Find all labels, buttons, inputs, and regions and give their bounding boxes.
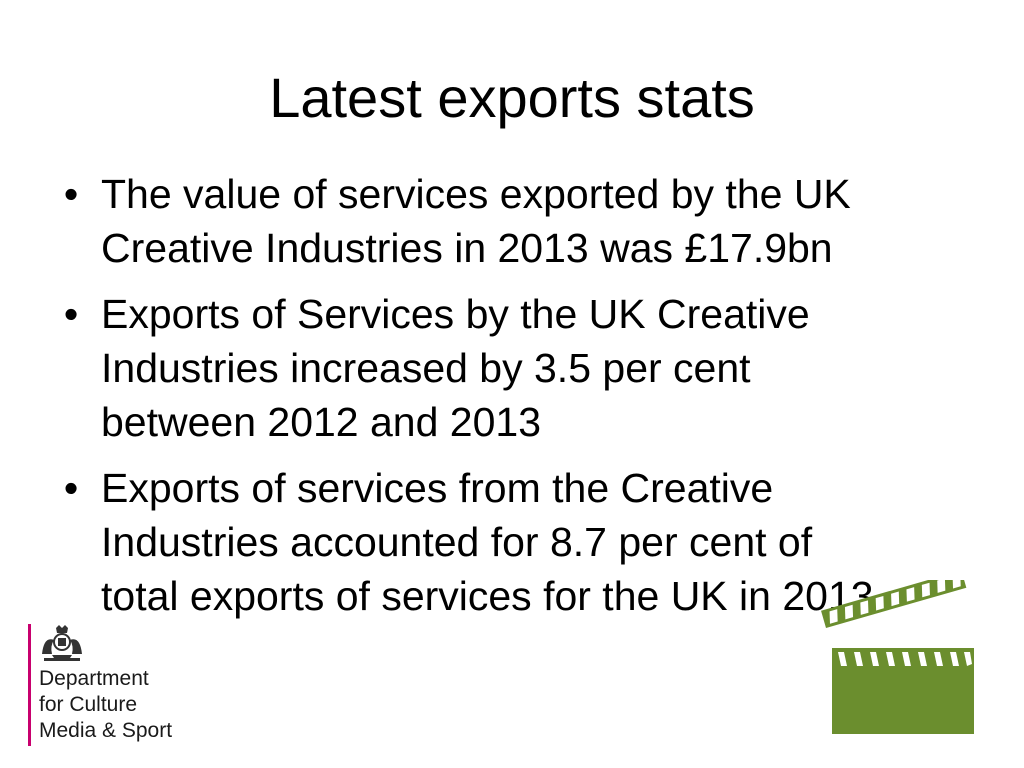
bullet-dot: • [63,465,79,511]
slide-title: Latest exports stats [269,66,755,129]
bullet-item: • Exports of services from the Creative … [56,461,986,623]
bullet-line: Industries accounted for 8.7 per cent of [101,519,813,565]
logo-line: Media & Sport [39,719,173,742]
bullet-list: • The value of services exported by the … [56,167,986,635]
bullet-line: Exports of services from the Creative [101,465,774,511]
dcms-logo: Department for Culture Media & Sport [28,624,208,748]
bullet-line: The value of services exported by the UK [101,171,851,217]
royal-crest-icon [42,625,82,661]
bullet-line: total exports of services for the UK in … [101,573,874,619]
bullet-line: Creative Industries in 2013 was £17.9bn [101,225,833,271]
logo-line: Department [39,667,149,690]
bullet-line: Industries increased by 3.5 per cent [101,345,751,391]
bullet-line: between 2012 and 2013 [101,399,542,445]
bullet-item: • Exports of Services by the UK Creative… [56,287,986,449]
bullet-dot: • [63,171,79,217]
logo-line: for Culture [39,693,138,716]
logo-rule [28,624,31,746]
bullet-item: • The value of services exported by the … [56,167,986,275]
clapperboard-icon [821,580,974,734]
bullet-dot: • [63,291,79,337]
bullet-line: Exports of Services by the UK Creative [101,291,810,337]
